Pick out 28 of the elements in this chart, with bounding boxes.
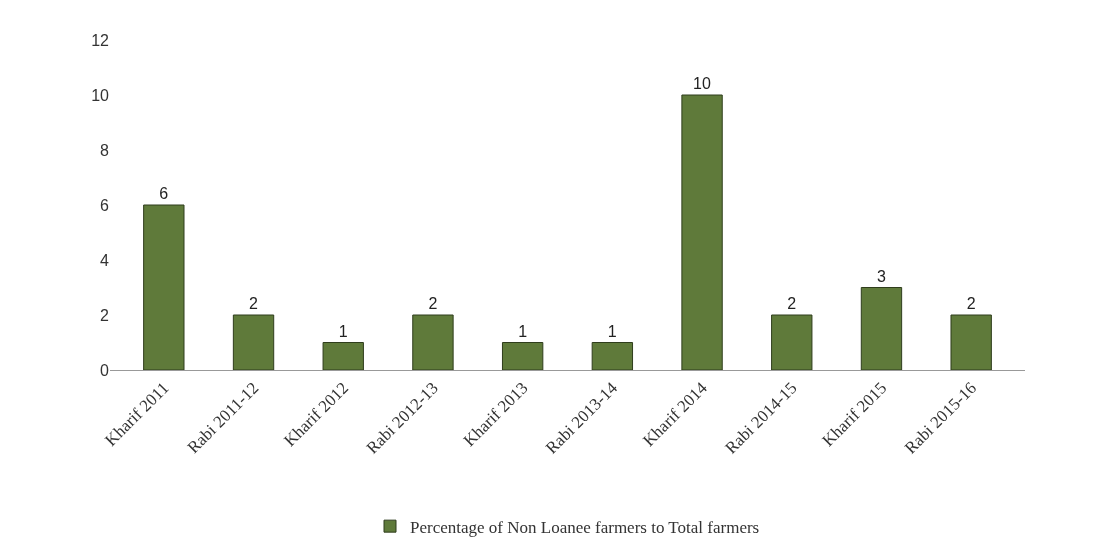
bar [950,314,992,370]
data-label: 6 [159,185,169,202]
data-label: 1 [607,322,617,340]
bar [681,94,723,370]
data-label: 2 [428,295,438,312]
bar [412,314,454,370]
data-label: 1 [518,322,528,340]
data-label: 2 [787,295,797,312]
data-label: 2 [966,295,976,312]
bar [143,204,185,370]
y-tick-label: 0 [100,361,110,379]
y-tick-label: 8 [100,141,110,159]
bar [232,314,275,370]
data-label: 10 [693,75,712,92]
y-tick-label: 10 [91,86,110,104]
data-label: 2 [249,295,259,312]
y-tick-label: 12 [91,31,110,49]
y-tick-label: 6 [100,196,110,214]
data-label: 3 [876,267,886,285]
bar [591,342,634,370]
bar [322,342,364,370]
bar [771,314,813,370]
data-label: 1 [338,322,348,340]
legend-label: Percentage of Non Loanee farmers to Total farmers [410,517,760,537]
bar [501,342,544,370]
y-tick-label: 2 [100,306,110,324]
y-tick-label: 4 [100,251,110,269]
bar [860,287,903,370]
